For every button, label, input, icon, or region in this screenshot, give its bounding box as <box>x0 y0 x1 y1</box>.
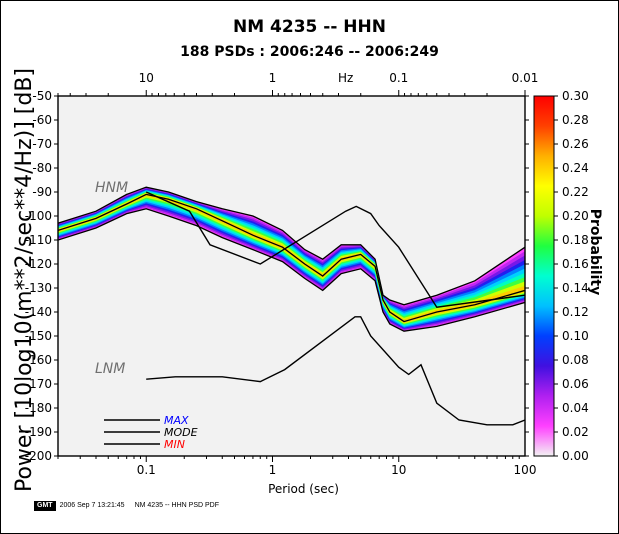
colorbar-tick-label: 0.10 <box>562 329 589 343</box>
density-band <box>58 191 525 325</box>
x-tick-label: 100 <box>514 463 537 477</box>
y-tick-label: -200 <box>25 449 52 463</box>
y-tick-label: -160 <box>25 353 52 367</box>
x-tick-label: 1 <box>269 463 277 477</box>
colorbar-tick-label: 0.24 <box>562 161 589 175</box>
hnm-line <box>145 191 525 308</box>
top-tick-label: 10 <box>139 71 154 85</box>
top-tick-label: 0.01 <box>512 71 539 85</box>
y-tick-label: -170 <box>25 377 52 391</box>
y-tick-label: -70 <box>32 137 52 151</box>
curves <box>58 186 525 426</box>
legend-label-min: MIN <box>164 438 185 451</box>
y-tick-label: -190 <box>25 425 52 439</box>
colorbar-tick-label: 0.08 <box>562 353 589 367</box>
colorbar-tick-label: 0.30 <box>562 89 589 103</box>
colorbar-tick-label: 0.00 <box>562 449 589 463</box>
footer-timestamp: 2006 Sep 7 13:21:45 <box>59 502 125 509</box>
footer: GMT 2006 Sep 7 13:21:45 NM 4235 -- HHN PSD… <box>34 501 219 513</box>
lnm-line <box>146 316 525 426</box>
series-line-mode <box>58 193 525 323</box>
footer-caption: NM 4235 -- HHN PSD PDF <box>134 502 219 509</box>
series-line-max <box>58 186 525 306</box>
plot-frame <box>57 95 526 457</box>
y-tick-label: -100 <box>25 209 52 223</box>
legend-label-mode: MODE <box>164 426 198 439</box>
y-tick-label: -140 <box>25 305 52 319</box>
y-tick-label: -130 <box>25 281 52 295</box>
y-tick-label: -90 <box>32 185 52 199</box>
hnm-label: HNM <box>95 180 128 196</box>
colorbar-tick-label: 0.28 <box>562 113 589 127</box>
x-tick-label: 0.1 <box>137 463 156 477</box>
y-tick-label: -180 <box>25 401 52 415</box>
density-band <box>58 193 525 323</box>
y-tick-label: -60 <box>32 113 52 127</box>
density-band <box>58 192 525 324</box>
y-tick-label: -50 <box>32 89 52 103</box>
chart-title: NM 4235 -- HHN <box>232 17 386 37</box>
legend-label-max: MAX <box>164 414 189 427</box>
plot-background <box>58 96 525 456</box>
x-tick-label: 10 <box>391 463 406 477</box>
top-axis-label: Hz <box>338 71 353 85</box>
y-tick-label: -150 <box>25 329 52 343</box>
x-axis-label: Period (sec) <box>268 482 339 496</box>
colorbar-tick-label: 0.12 <box>562 305 589 319</box>
colorbar-tick-label: 0.06 <box>562 377 589 391</box>
colorbar-tick-label: 0.02 <box>562 425 589 439</box>
top-tick-label: 0.1 <box>389 71 408 85</box>
colorbar-tick-label: 0.20 <box>562 209 589 223</box>
colorbar <box>533 95 555 457</box>
colorbar-tick-label: 0.14 <box>562 281 589 295</box>
colorbar-tick-label: 0.16 <box>562 257 589 271</box>
series-line-min <box>58 208 525 332</box>
colorbar-tick-label: 0.04 <box>562 401 589 415</box>
colorbar-tick-label: 0.22 <box>562 185 589 199</box>
colorbar-tick-label: 0.18 <box>562 233 589 247</box>
y-tick-label: -80 <box>32 161 52 175</box>
lnm-label: LNM <box>95 361 125 377</box>
colorbar-tick-label: 0.26 <box>562 137 589 151</box>
gmt-logo: GMT <box>34 501 56 511</box>
y-tick-label: -110 <box>25 233 52 247</box>
y-tick-label: -120 <box>25 257 52 271</box>
chart-subtitle: 188 PSDs : 2006:246 -- 2006:249 <box>180 44 439 60</box>
top-tick-label: 1 <box>269 71 277 85</box>
